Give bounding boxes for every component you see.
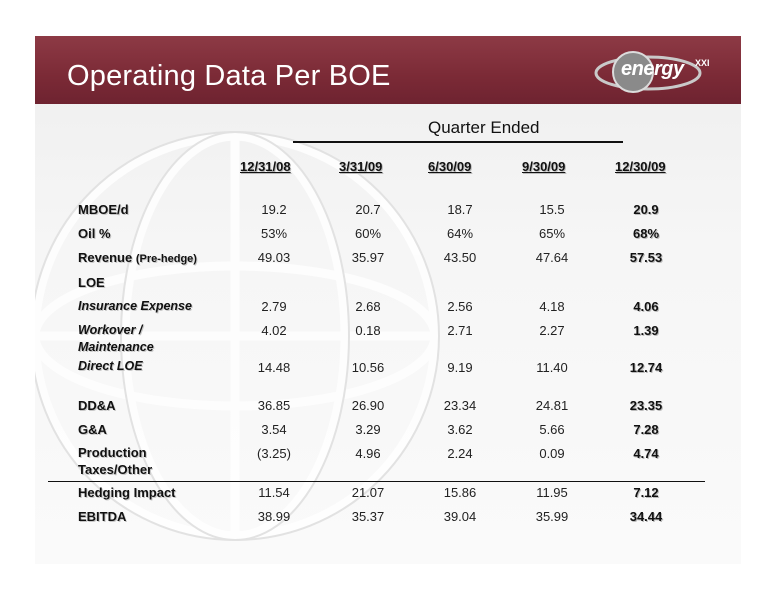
table-cell: 15.5 bbox=[539, 202, 565, 217]
table-cell: 35.97 bbox=[351, 250, 385, 265]
table-cell: 60% bbox=[354, 226, 382, 241]
row-label-hedging: Hedging Impact bbox=[78, 485, 176, 500]
table-cell: 2.79 bbox=[261, 299, 287, 314]
table-cell: 38.99 bbox=[257, 509, 291, 524]
table-cell: 9.19 bbox=[447, 360, 473, 375]
table-cell: 2.24 bbox=[447, 446, 473, 461]
table-cell: 19.2 bbox=[261, 202, 287, 217]
revenue-sublabel: (Pre-hedge) bbox=[135, 253, 197, 265]
table-cell: 18.7 bbox=[447, 202, 473, 217]
logo-swirl-icon bbox=[594, 51, 702, 93]
page-title: Operating Data Per BOE bbox=[67, 60, 391, 92]
table-cell: 34.44 bbox=[629, 509, 663, 524]
table-cell: 11.54 bbox=[258, 485, 290, 500]
row-label-ga: G&A bbox=[78, 422, 107, 437]
table-cell: 4.74 bbox=[633, 446, 659, 461]
table-cell: 23.35 bbox=[629, 398, 663, 413]
row-label-loe: LOE bbox=[78, 275, 105, 290]
table-cell: 57.53 bbox=[629, 250, 663, 265]
quarter-ended-label: Quarter Ended bbox=[428, 118, 540, 137]
quarter-underline bbox=[293, 141, 623, 143]
table-cell: 10.56 bbox=[351, 360, 385, 375]
column-header: 9/30/09 bbox=[522, 159, 566, 174]
table-cell: 3.54 bbox=[261, 422, 287, 437]
table-cell: 20.9 bbox=[633, 202, 659, 217]
table-cell: 2.71 bbox=[447, 323, 473, 338]
table-cell: 64% bbox=[446, 226, 474, 241]
table-divider bbox=[48, 481, 705, 482]
table-cell: 15.86 bbox=[443, 485, 477, 500]
table-cell: 26.90 bbox=[351, 398, 385, 413]
table-cell: 47.64 bbox=[535, 250, 569, 265]
table-cell: 1.39 bbox=[633, 323, 659, 338]
table-cell: 5.66 bbox=[539, 422, 565, 437]
table-cell: 7.12 bbox=[633, 485, 659, 500]
workover-line2: Maintenance bbox=[78, 340, 154, 354]
table-cell: 4.02 bbox=[261, 323, 287, 338]
company-logo: energy XXI bbox=[593, 46, 723, 96]
table-cell: 21.07 bbox=[351, 485, 385, 500]
table-cell: 4.18 bbox=[539, 299, 565, 314]
table-cell: 11.95 bbox=[536, 485, 568, 500]
table-cell: 0.09 bbox=[539, 446, 565, 461]
table-cell: 2.56 bbox=[447, 299, 473, 314]
row-label-insurance: Insurance Expense bbox=[78, 299, 192, 313]
logo-wordmark: energy bbox=[621, 58, 684, 80]
row-label-production: Production Taxes/Other bbox=[78, 444, 152, 478]
table-cell: 35.37 bbox=[351, 509, 385, 524]
table-cell: 23.34 bbox=[443, 398, 477, 413]
production-line1: Production bbox=[78, 445, 147, 460]
row-label-workover: Workover / Maintenance bbox=[78, 322, 154, 356]
table-cell: 3.29 bbox=[355, 422, 381, 437]
revenue-label: Revenue bbox=[78, 250, 133, 265]
table-cell: 3.62 bbox=[447, 422, 473, 437]
table-cell: 7.28 bbox=[633, 422, 659, 437]
table-cell: 2.27 bbox=[539, 323, 565, 338]
globe-watermark bbox=[35, 131, 440, 541]
row-label-direct-loe: Direct LOE bbox=[78, 359, 143, 373]
table-cell: 43.50 bbox=[443, 250, 477, 265]
production-line2: Taxes/Other bbox=[78, 462, 153, 477]
table-cell: 35.99 bbox=[535, 509, 569, 524]
table-cell: 53% bbox=[260, 226, 288, 241]
row-label-ebitda: EBITDA bbox=[78, 509, 127, 524]
table-cell: 0.18 bbox=[355, 323, 381, 338]
table-cell: 4.96 bbox=[355, 446, 381, 461]
table-cell: 14.48 bbox=[257, 360, 291, 375]
column-header: 3/31/09 bbox=[339, 159, 383, 174]
row-label-mboe: MBOE/d bbox=[78, 202, 129, 217]
table-cell: 2.68 bbox=[355, 299, 381, 314]
table-cell: 11.40 bbox=[536, 360, 568, 375]
slide: Operating Data Per BOE energy XXI Quarte… bbox=[35, 36, 741, 564]
row-label-dda: DD&A bbox=[78, 398, 116, 413]
table-cell: 65% bbox=[538, 226, 566, 241]
table-cell: 68% bbox=[632, 226, 660, 241]
table-cell: 36.85 bbox=[257, 398, 291, 413]
table-cell: 49.03 bbox=[257, 250, 291, 265]
column-header: 12/31/08 bbox=[240, 159, 291, 174]
logo-suffix: XXI bbox=[695, 58, 710, 68]
table-cell: 39.04 bbox=[443, 509, 477, 524]
table-cell: 24.81 bbox=[535, 398, 569, 413]
row-label-oil: Oil % bbox=[78, 226, 111, 241]
column-header: 6/30/09 bbox=[428, 159, 472, 174]
row-label-revenue: Revenue (Pre-hedge) bbox=[78, 249, 197, 268]
table-cell: 12.74 bbox=[629, 360, 663, 375]
title-bar: Operating Data Per BOE energy XXI bbox=[35, 36, 741, 104]
table-cell: (3.25) bbox=[257, 446, 291, 461]
table-cell: 20.7 bbox=[355, 202, 381, 217]
workover-line1: Workover / bbox=[78, 323, 143, 337]
table-cell: 4.06 bbox=[633, 299, 659, 314]
column-header: 12/30/09 bbox=[615, 159, 666, 174]
